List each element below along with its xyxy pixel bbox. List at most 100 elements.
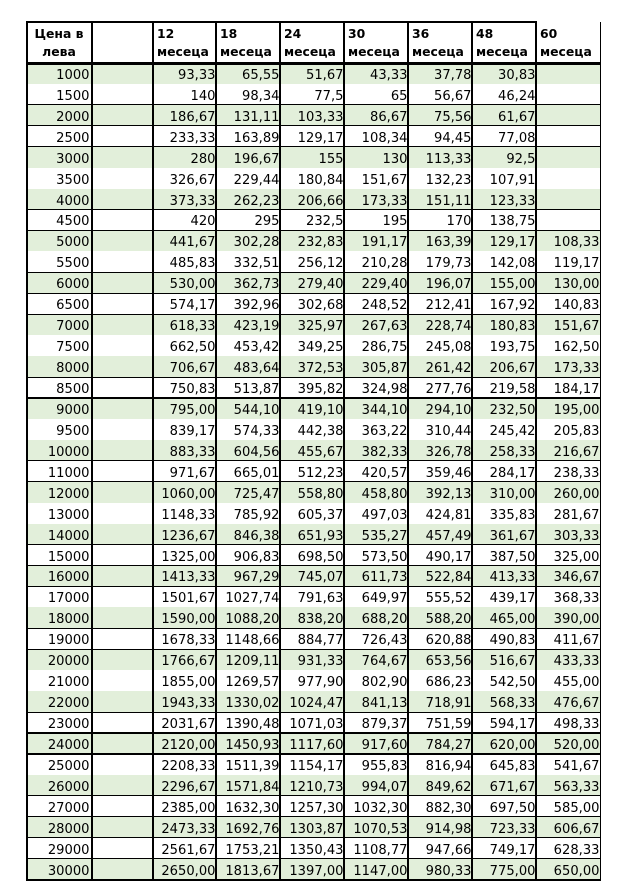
value-cell[interactable]: 1501,67: [161, 591, 216, 607]
value-cell[interactable]: 574,33: [233, 423, 280, 439]
value-cell[interactable]: 604,56: [233, 444, 280, 460]
value-cell[interactable]: 585,00: [553, 800, 600, 816]
price-cell[interactable]: 3000: [56, 151, 90, 167]
value-cell[interactable]: 387,50: [489, 549, 536, 565]
value-cell[interactable]: [536, 210, 600, 231]
price-cell[interactable]: 26000: [47, 779, 90, 795]
value-cell[interactable]: 1269,57: [225, 675, 280, 691]
value-cell[interactable]: 245,42: [489, 423, 536, 439]
value-cell[interactable]: 155: [318, 151, 344, 167]
value-cell[interactable]: 155,00: [489, 277, 536, 293]
value-cell[interactable]: 216,67: [553, 444, 600, 460]
spacer-cell[interactable]: [92, 293, 153, 314]
value-cell[interactable]: 791,63: [297, 591, 344, 607]
value-cell[interactable]: 1350,43: [289, 842, 344, 858]
spacer-cell[interactable]: [92, 272, 153, 293]
price-cell[interactable]: 24000: [47, 737, 90, 753]
value-cell[interactable]: 151,11: [425, 193, 472, 209]
value-cell[interactable]: 2296,67: [161, 779, 216, 795]
value-cell[interactable]: 665,01: [233, 465, 280, 481]
price-cell[interactable]: 7500: [56, 340, 90, 356]
value-cell[interactable]: 620,88: [425, 633, 472, 649]
value-cell[interactable]: 706,67: [169, 361, 216, 377]
value-cell[interactable]: 163,89: [233, 130, 280, 146]
value-cell[interactable]: 1027,74: [225, 591, 280, 607]
value-cell[interactable]: 303,33: [553, 528, 600, 544]
value-cell[interactable]: 751,59: [425, 717, 472, 733]
value-cell[interactable]: 77,5: [314, 88, 344, 104]
value-cell[interactable]: 65,55: [242, 67, 280, 83]
value-cell[interactable]: 281,67: [553, 507, 600, 523]
value-cell[interactable]: 420: [190, 214, 216, 230]
spacer-cell[interactable]: [92, 566, 153, 587]
spacer-cell[interactable]: [92, 482, 153, 503]
value-cell[interactable]: 205,83: [553, 423, 600, 439]
value-cell[interactable]: 530,00: [169, 277, 216, 293]
value-cell[interactable]: 75,56: [434, 109, 472, 125]
value-cell[interactable]: 2650,00: [161, 863, 216, 879]
value-cell[interactable]: 294,10: [425, 402, 472, 418]
spacer-cell[interactable]: [92, 775, 153, 796]
value-cell[interactable]: 1148,66: [225, 633, 280, 649]
value-cell[interactable]: 302,68: [297, 298, 344, 314]
value-cell[interactable]: 1678,33: [161, 633, 216, 649]
header-cell-price-in-leva[interactable]: Цена в лева: [26, 22, 92, 63]
spacer-cell[interactable]: [92, 63, 153, 84]
value-cell[interactable]: [536, 126, 600, 147]
value-cell[interactable]: 439,17: [489, 591, 536, 607]
value-cell[interactable]: 305,87: [361, 361, 408, 377]
value-cell[interactable]: 151,67: [361, 172, 408, 188]
value-cell[interactable]: 662,50: [169, 340, 216, 356]
value-cell[interactable]: 476,67: [553, 696, 600, 712]
value-cell[interactable]: 1257,30: [289, 800, 344, 816]
value-cell[interactable]: 310,44: [425, 423, 472, 439]
value-cell[interactable]: 544,10: [233, 402, 280, 418]
value-cell[interactable]: 232,5: [306, 214, 344, 230]
price-cell[interactable]: 27000: [47, 800, 90, 816]
value-cell[interactable]: 193,75: [489, 340, 536, 356]
value-cell[interactable]: 359,46: [425, 465, 472, 481]
value-cell[interactable]: 279,40: [297, 277, 344, 293]
spacer-cell[interactable]: [92, 859, 153, 880]
value-cell[interactable]: 195: [382, 214, 408, 230]
value-cell[interactable]: 30,83: [498, 67, 536, 83]
value-cell[interactable]: 542,50: [489, 675, 536, 691]
value-cell[interactable]: 179,73: [425, 256, 472, 272]
value-cell[interactable]: 349,25: [297, 340, 344, 356]
price-cell[interactable]: 14000: [47, 528, 90, 544]
value-cell[interactable]: 967,29: [233, 570, 280, 586]
price-cell[interactable]: 11000: [47, 465, 90, 481]
value-cell[interactable]: 914,98: [425, 821, 472, 837]
value-cell[interactable]: 86,67: [370, 109, 408, 125]
value-cell[interactable]: 1632,30: [225, 800, 280, 816]
value-cell[interactable]: 363,22: [361, 423, 408, 439]
price-cell[interactable]: 18000: [47, 612, 90, 628]
value-cell[interactable]: 1450,93: [225, 737, 280, 753]
price-cell[interactable]: 19000: [47, 633, 90, 649]
value-cell[interactable]: 390,00: [553, 612, 600, 628]
value-cell[interactable]: 841,13: [361, 696, 408, 712]
value-cell[interactable]: 723,33: [489, 821, 536, 837]
value-cell[interactable]: 994,07: [361, 779, 408, 795]
value-cell[interactable]: 98,34: [242, 88, 280, 104]
value-cell[interactable]: 229,40: [361, 277, 408, 293]
value-cell[interactable]: 37,78: [434, 67, 472, 83]
price-cell[interactable]: 16000: [47, 570, 90, 586]
value-cell[interactable]: 206,66: [297, 193, 344, 209]
value-cell[interactable]: 373,33: [169, 193, 216, 209]
value-cell[interactable]: 248,52: [361, 298, 408, 314]
value-cell[interactable]: 785,92: [233, 507, 280, 523]
value-cell[interactable]: 138,75: [489, 214, 536, 230]
value-cell[interactable]: 113,33: [425, 151, 472, 167]
value-cell[interactable]: 1024,47: [289, 696, 344, 712]
value-cell[interactable]: 653,56: [425, 654, 472, 670]
value-cell[interactable]: 457,49: [425, 528, 472, 544]
value-cell[interactable]: 206,67: [489, 361, 536, 377]
value-cell[interactable]: 1147,00: [353, 863, 408, 879]
value-cell[interactable]: 2561,67: [161, 842, 216, 858]
value-cell[interactable]: 455,67: [297, 444, 344, 460]
value-cell[interactable]: 94,45: [434, 130, 472, 146]
value-cell[interactable]: 411,67: [553, 633, 600, 649]
value-cell[interactable]: 541,67: [553, 758, 600, 774]
value-cell[interactable]: 2473,33: [161, 821, 216, 837]
